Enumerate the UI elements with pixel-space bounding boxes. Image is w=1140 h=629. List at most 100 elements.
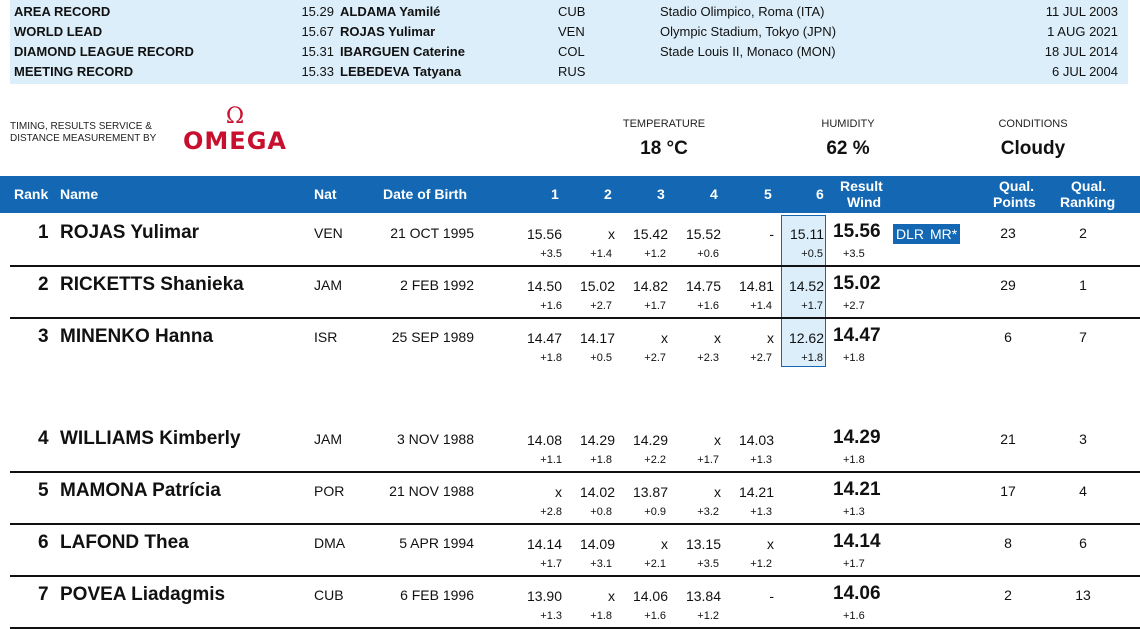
athlete-date-of-birth: 25 SEP 1989 — [391, 329, 474, 345]
record-row: DIAMOND LEAGUE RECORD 15.31 IBARGUEN Cater… — [10, 42, 1128, 62]
temperature-value: 18 °C — [640, 138, 688, 159]
attempt-5-mark: - — [769, 226, 774, 242]
attempt-2-wind: +1.8 — [590, 610, 612, 622]
record-label: AREA RECORD — [14, 4, 111, 19]
record-badge: DLR — [893, 224, 928, 244]
athlete-name: WILLIAMS Kimberly — [60, 428, 241, 449]
record-row: MEETING RECORD 15.33 LEBEDEVA Tatyana RUS 6 … — [10, 62, 1128, 82]
result-mark: 15.56 — [833, 221, 881, 242]
result-mark: 14.14 — [833, 531, 881, 552]
attempt-1-mark: 15.56 — [526, 226, 562, 242]
record-row: AREA RECORD 15.29 ALDAMA Yamilé CUB Stadio O… — [10, 2, 1128, 22]
header-wind: Wind — [847, 194, 882, 210]
attempt-1-mark: x — [555, 484, 562, 500]
attempt-3-mark: 15.42 — [632, 226, 668, 242]
attempt-2-wind: +0.8 — [590, 506, 612, 518]
row-divider — [10, 317, 1140, 319]
qualification-ranking: 2 — [1079, 225, 1087, 241]
qualification-ranking: 13 — [1075, 587, 1091, 603]
record-date: 6 JUL 2004 — [1051, 64, 1118, 79]
attempt-2-wind: +1.8 — [590, 454, 612, 466]
qualification-ranking: 3 — [1079, 431, 1087, 447]
attempt-2-mark: 14.17 — [579, 330, 615, 346]
header-name: Name — [60, 186, 99, 202]
header-attempt-2: 2 — [604, 186, 612, 202]
result-wind: +1.6 — [843, 610, 865, 622]
record-performance: 15.31 — [301, 44, 334, 59]
attempt-6-highlight — [781, 215, 826, 367]
athlete-date-of-birth: 5 APR 1994 — [399, 535, 474, 551]
attempt-5-mark: x — [767, 536, 774, 552]
attempt-4-mark: x — [714, 330, 721, 346]
attempt-2-mark: 14.29 — [579, 432, 615, 448]
attempt-1-wind: +3.5 — [540, 248, 562, 260]
header-attempt-6: 6 — [816, 186, 824, 202]
athlete-nationality: CUB — [314, 587, 344, 603]
qualification-points: 23 — [1000, 225, 1016, 241]
conditions-block: CONDITIONS Cloudy — [963, 118, 1103, 160]
attempt-1-wind: +1.6 — [540, 300, 562, 312]
attempt-1-wind: +1.8 — [540, 352, 562, 364]
record-performance: 15.29 — [301, 4, 334, 19]
header-attempt-4: 4 — [710, 186, 718, 202]
temperature-label: TEMPERATURE — [622, 118, 706, 130]
record-venue: Stade Louis II, Monaco (MON) — [660, 44, 836, 59]
attempt-1-mark: 14.14 — [526, 536, 562, 552]
qualification-points: 29 — [1000, 277, 1016, 293]
attempt-4-wind: +3.2 — [697, 506, 719, 518]
result-row: 2 RICKETTS Shanieka JAM 2 FEB 1992 14.50 +1.6… — [0, 267, 1140, 319]
temperature-block: TEMPERATURE 18 °C — [594, 118, 734, 160]
attempt-1-wind: +1.3 — [540, 610, 562, 622]
record-athlete: ALDAMA Yamilé — [340, 4, 441, 19]
attempt-1-mark: 14.47 — [526, 330, 562, 346]
attempt-6-wind: +1.8 — [801, 352, 823, 364]
result-row: 6 LAFOND Thea DMA 5 APR 1994 14.14 +1.7 14.09 +… — [0, 525, 1140, 577]
athlete-nationality: VEN — [314, 225, 343, 241]
attempt-3-wind: +1.2 — [644, 248, 666, 260]
athlete-name: MAMONA Patrícia — [60, 480, 221, 501]
athlete-name: RICKETTS Shanieka — [60, 274, 244, 295]
attempt-1-mark: 14.08 — [526, 432, 562, 448]
humidity-label: HUMIDITY — [821, 118, 875, 130]
omega-logo: Ω OMEGA — [176, 106, 294, 159]
qualification-ranking: 4 — [1079, 483, 1087, 499]
results-header: Rank Name Nat Date of Birth 1 2 3 4 5 6 … — [0, 176, 1140, 213]
header-qual-ranking-2: Ranking — [1060, 194, 1116, 210]
athlete-date-of-birth: 2 FEB 1992 — [400, 277, 474, 293]
attempt-4-wind: +3.5 — [697, 558, 719, 570]
attempt-2-mark: 15.02 — [579, 278, 615, 294]
result-wind: +1.8 — [843, 454, 865, 466]
record-performance: 15.67 — [301, 24, 334, 39]
attempt-3-wind: +2.7 — [644, 352, 666, 364]
attempt-6-mark: 12.62 — [788, 330, 824, 346]
header-result: Result — [840, 178, 883, 194]
athlete-date-of-birth: 21 OCT 1995 — [390, 225, 474, 241]
attempt-2-mark: 14.02 — [579, 484, 615, 500]
row-divider — [10, 265, 1140, 267]
result-row: 4 WILLIAMS Kimberly JAM 3 NOV 1988 14.08 +1.1… — [0, 421, 1140, 473]
qualification-points: 2 — [1004, 587, 1012, 603]
attempt-3-mark: 14.82 — [632, 278, 668, 294]
header-nat: Nat — [314, 186, 337, 202]
attempt-2-wind: +0.5 — [590, 352, 612, 364]
attempt-3-wind: +2.1 — [644, 558, 666, 570]
attempt-4-mark: x — [714, 432, 721, 448]
record-label: WORLD LEAD — [14, 24, 103, 39]
result-row: 3 MINENKO Hanna ISR 25 SEP 1989 14.47 +1.8 14.… — [0, 319, 1140, 371]
attempt-2-wind: +1.4 — [590, 248, 612, 260]
timing-credit: TIMING, RESULTS SERVICE & DISTANCE MEASU… — [10, 121, 156, 145]
athlete-date-of-birth: 3 NOV 1988 — [396, 431, 474, 447]
attempt-2-mark: x — [608, 226, 615, 242]
attempt-1-wind: +1.7 — [540, 558, 562, 570]
attempt-4-wind: +1.7 — [697, 454, 719, 466]
row-divider — [10, 575, 1140, 577]
attempt-4-mark: x — [714, 484, 721, 500]
header-attempt-5: 5 — [764, 186, 772, 202]
attempt-5-wind: +2.7 — [750, 352, 772, 364]
result-mark: 14.21 — [833, 479, 881, 500]
athlete-name: ROJAS Yulimar — [60, 222, 200, 243]
result-mark: 14.47 — [833, 325, 881, 346]
attempt-1-mark: 13.90 — [526, 588, 562, 604]
attempt-5-mark: 14.03 — [738, 432, 774, 448]
attempt-2-wind: +3.1 — [590, 558, 612, 570]
